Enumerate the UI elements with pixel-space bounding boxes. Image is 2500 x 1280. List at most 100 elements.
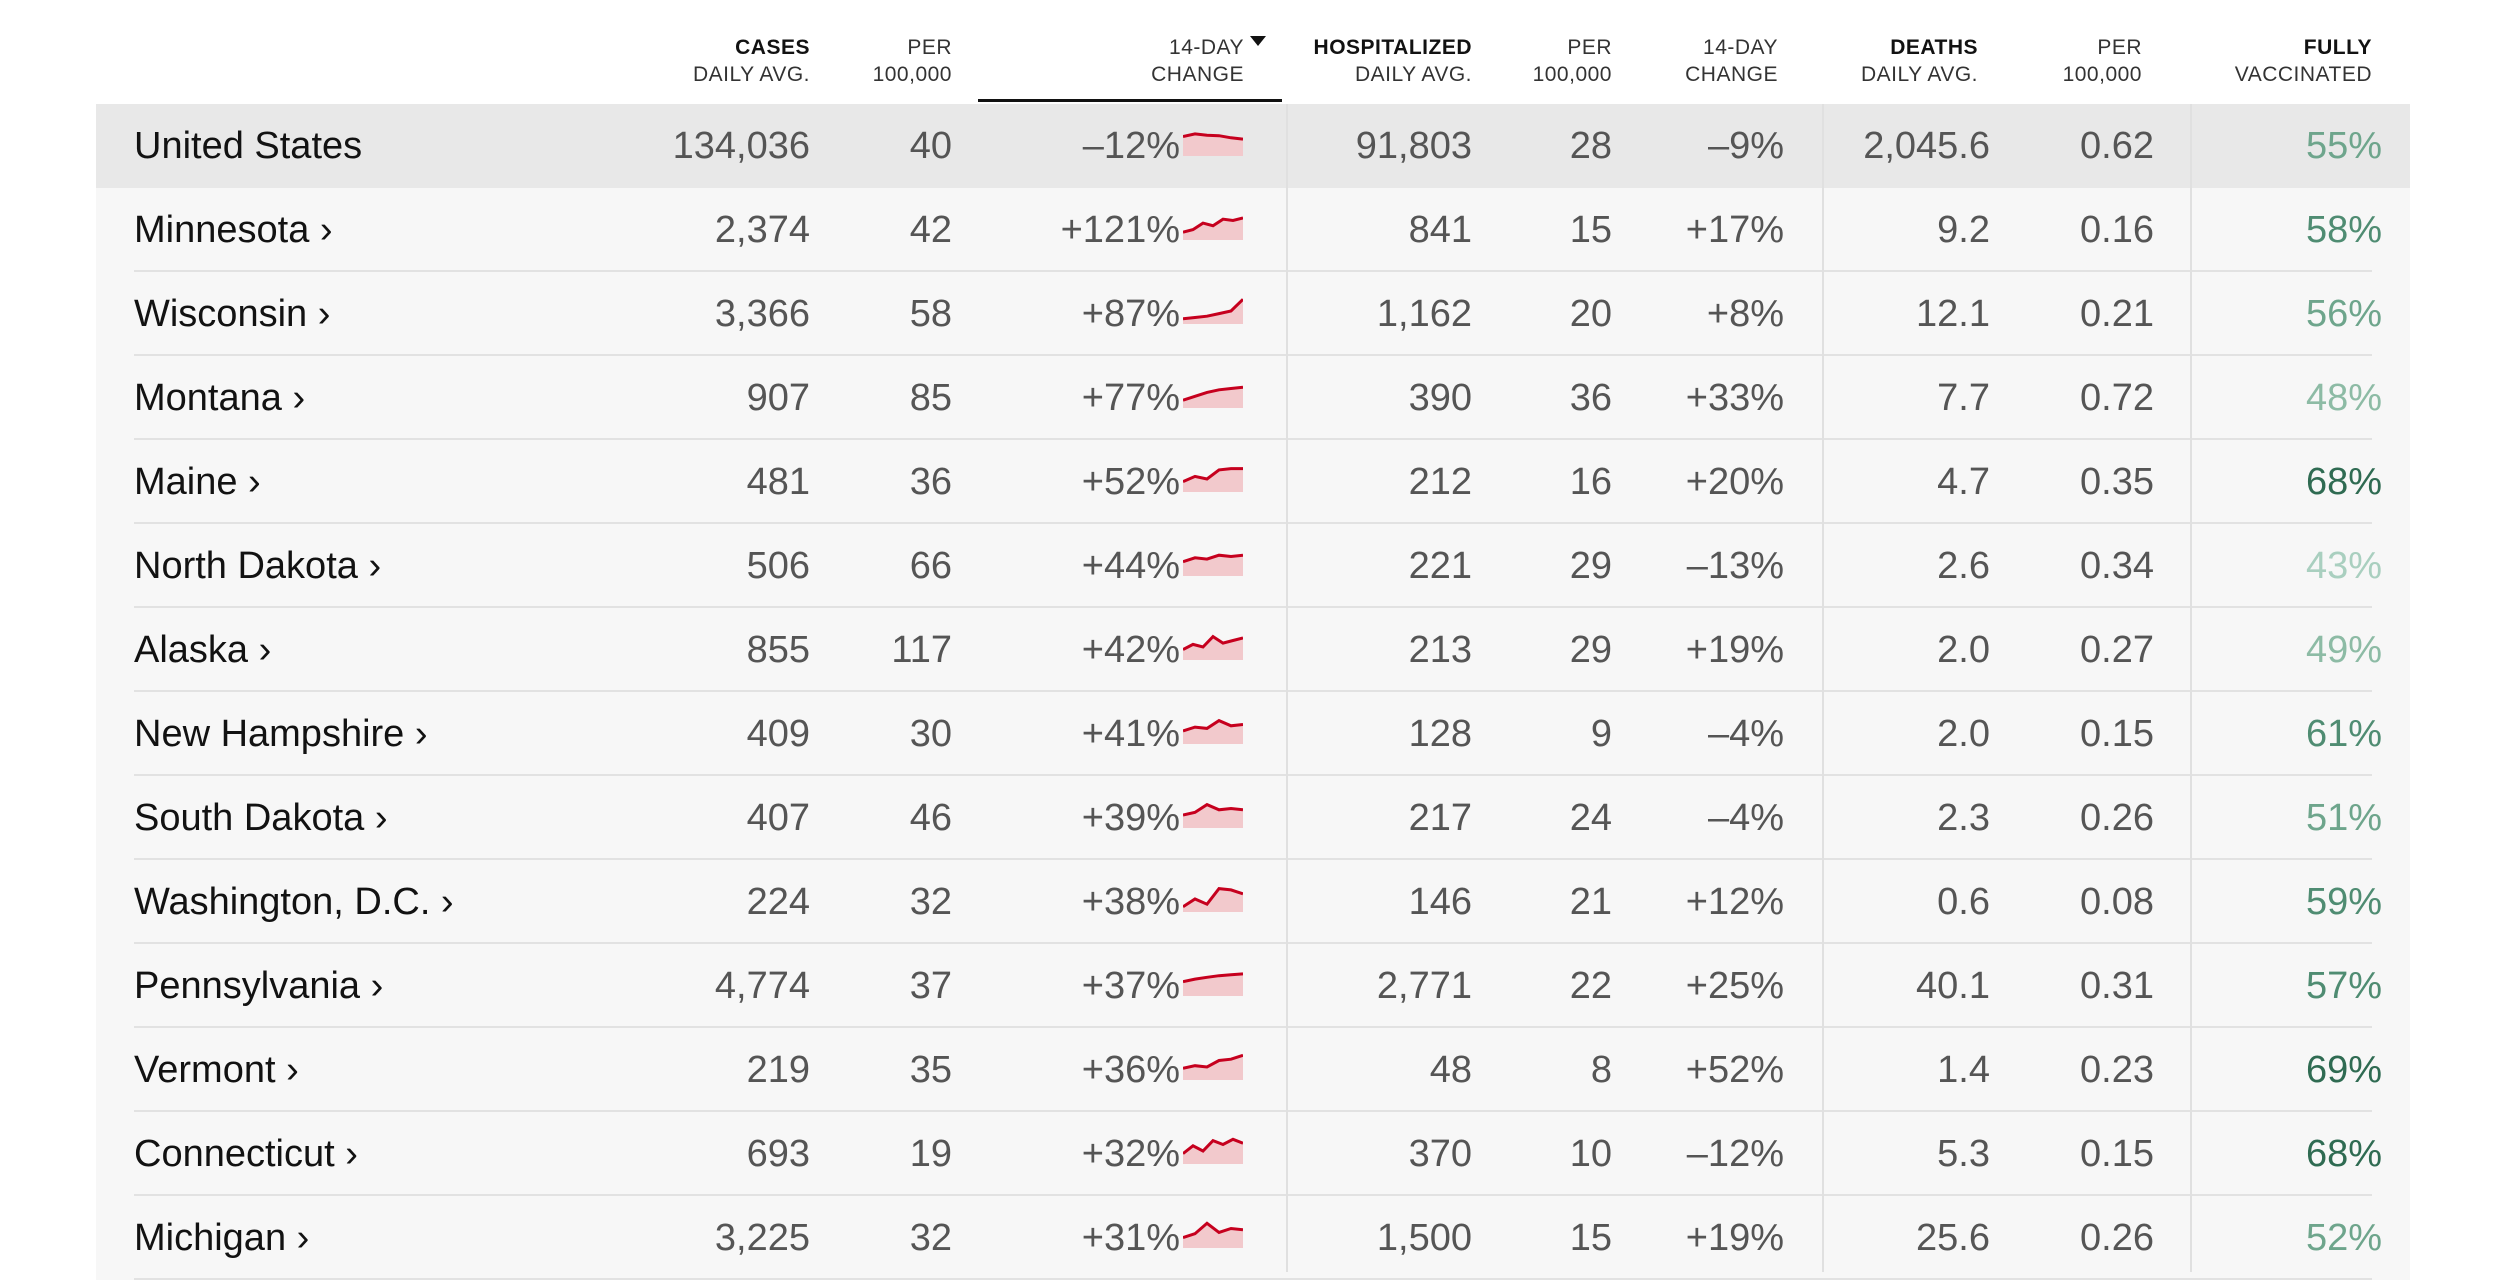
header-hospitalized[interactable]: HOSPITALIZED DAILY AVG. bbox=[1313, 36, 1472, 86]
state-link[interactable]: Wisconsin › bbox=[134, 293, 331, 335]
cell-cases-change: +77% bbox=[1081, 377, 1180, 419]
table-row[interactable]: South Dakota › 407 46 +39% 217 24 –4% 2.3 0.26 51… bbox=[0, 776, 2500, 860]
sparkline-line bbox=[1183, 718, 1243, 733]
table-row[interactable]: Pennsylvania › 4,774 37 +37% 2,771 22 +25% 40.1… bbox=[0, 944, 2500, 1028]
cell-hosp-per: 28 bbox=[1569, 125, 1612, 167]
header-hosp-change[interactable]: 14-DAY CHANGE bbox=[1685, 36, 1778, 86]
state-link[interactable]: Washington, D.C. › bbox=[134, 881, 454, 923]
header-cases-per[interactable]: PER 100,000 bbox=[872, 36, 952, 86]
cell-hospitalized: 221 bbox=[1408, 545, 1472, 587]
row-background bbox=[96, 608, 2410, 692]
cell-hospitalized: 841 bbox=[1408, 209, 1472, 251]
state-link[interactable]: Alaska › bbox=[134, 629, 272, 671]
cell-cases-change: +39% bbox=[1081, 797, 1180, 839]
sparkline-chart bbox=[1183, 1221, 1243, 1248]
cell-hosp-change: –4% bbox=[1707, 713, 1784, 755]
table-row[interactable]: Alaska › 855 117 +42% 213 29 +19% 2.0 0.27 49% bbox=[0, 608, 2500, 692]
sparkline-area bbox=[1183, 804, 1243, 828]
state-link[interactable]: South Dakota › bbox=[134, 797, 388, 839]
cell-fully-vaccinated: 55% bbox=[2305, 125, 2382, 167]
cell-hosp-per: 22 bbox=[1569, 965, 1612, 1007]
cell-cases: 407 bbox=[746, 797, 810, 839]
state-link[interactable]: Michigan › bbox=[134, 1217, 310, 1259]
cell-deaths-per: 0.31 bbox=[2080, 965, 2154, 1007]
state-link[interactable]: Pennsylvania › bbox=[134, 965, 384, 1007]
cell-fully-vaccinated: 68% bbox=[2305, 461, 2382, 503]
sort-desc-icon bbox=[1250, 36, 1266, 46]
sparkline-chart bbox=[1183, 718, 1243, 744]
header-cases-change[interactable]: 14-DAY CHANGE bbox=[1151, 34, 1266, 88]
table-row[interactable]: New Hampshire › 409 30 +41% 128 9 –4% 2.0 0.15 61… bbox=[0, 692, 2500, 776]
sparkline-line bbox=[1183, 385, 1243, 402]
table-row[interactable]: Maine › 481 36 +52% 212 16 +20% 4.7 0.35 68% bbox=[0, 440, 2500, 524]
cell-fully-vaccinated: 48% bbox=[2305, 377, 2382, 419]
header-hosp-per[interactable]: PER 100,000 bbox=[1532, 36, 1612, 86]
table-row[interactable]: Montana › 907 85 +77% 390 36 +33% 7.7 0.72 48% bbox=[0, 356, 2500, 440]
state-link[interactable]: Connecticut › bbox=[134, 1133, 358, 1175]
state-link[interactable]: Maine › bbox=[134, 461, 261, 503]
cell-cases-change: +38% bbox=[1081, 881, 1180, 923]
cell-hosp-per: 8 bbox=[1590, 1049, 1612, 1091]
cell-cases-per: 42 bbox=[909, 209, 952, 251]
cell-fully-vaccinated: 56% bbox=[2305, 293, 2382, 335]
cell-cases-change: +42% bbox=[1081, 629, 1180, 671]
sparkline-chart bbox=[1183, 802, 1243, 828]
state-link[interactable]: North Dakota › bbox=[134, 545, 382, 587]
cell-deaths-per: 0.16 bbox=[2080, 209, 2154, 251]
header-cases[interactable]: CASES DAILY AVG. bbox=[692, 36, 810, 86]
sparkline-chart bbox=[1183, 298, 1243, 324]
cell-hospitalized: 2,771 bbox=[1376, 965, 1472, 1007]
column-divider bbox=[1822, 104, 1824, 1272]
row-divider bbox=[134, 690, 2372, 692]
cell-hosp-change: +12% bbox=[1685, 881, 1784, 923]
cell-deaths: 7.7 bbox=[1937, 377, 1990, 419]
cell-cases: 3,366 bbox=[714, 293, 810, 335]
state-link[interactable]: Vermont › bbox=[134, 1049, 299, 1091]
cell-deaths: 0.6 bbox=[1937, 881, 1990, 923]
row-background bbox=[96, 440, 2410, 524]
state-link[interactable]: Minnesota › bbox=[134, 209, 333, 251]
table-row[interactable]: Vermont › 219 35 +36% 48 8 +52% 1.4 0.23 69% bbox=[0, 1028, 2500, 1112]
header-deaths[interactable]: DEATHS DAILY AVG. bbox=[1860, 36, 1978, 86]
sparkline-area bbox=[1183, 555, 1243, 576]
header-deaths-per[interactable]: PER 100,000 bbox=[2062, 36, 2142, 86]
sparkline-chart bbox=[1183, 972, 1243, 996]
cell-fully-vaccinated: 68% bbox=[2305, 1133, 2382, 1175]
cell-hospitalized: 146 bbox=[1408, 881, 1472, 923]
cell-hospitalized: 370 bbox=[1408, 1133, 1472, 1175]
sparkline-line bbox=[1183, 1053, 1243, 1070]
sparkline-line bbox=[1183, 216, 1243, 234]
table-row[interactable]: Michigan › 3,225 32 +31% 1,500 15 +19% 25.6 0.26… bbox=[0, 1196, 2500, 1280]
sparkline-chart bbox=[1183, 887, 1243, 912]
cell-cases-per: 32 bbox=[909, 881, 952, 923]
header-fully-vaccinated[interactable]: FULLY VACCINATED bbox=[2234, 36, 2372, 86]
sparkline-chart bbox=[1183, 385, 1243, 408]
cell-cases: 693 bbox=[746, 1133, 810, 1175]
cell-deaths: 2,045.6 bbox=[1863, 125, 1990, 167]
sparkline-chart bbox=[1183, 467, 1243, 492]
sparkline-line bbox=[1183, 634, 1243, 651]
cell-hosp-per: 15 bbox=[1569, 1217, 1612, 1259]
cell-cases-change: +44% bbox=[1081, 545, 1180, 587]
sparkline-chart bbox=[1183, 216, 1243, 240]
cell-fully-vaccinated: 58% bbox=[2305, 209, 2382, 251]
table-row[interactable]: Connecticut › 693 19 +32% 370 10 –12% 5.3 0.15 68… bbox=[0, 1112, 2500, 1196]
table-row[interactable]: Wisconsin › 3,366 58 +87% 1,162 20 +8% 12.1 0.21… bbox=[0, 272, 2500, 356]
row-background bbox=[96, 860, 2410, 944]
sparkline-chart bbox=[1183, 553, 1243, 576]
cell-deaths: 2.0 bbox=[1937, 629, 1990, 671]
cell-deaths: 2.0 bbox=[1937, 713, 1990, 755]
cell-hosp-change: +8% bbox=[1706, 293, 1784, 335]
cell-cases-per: 37 bbox=[909, 965, 952, 1007]
table-row[interactable]: North Dakota › 506 66 +44% 221 29 –13% 2.6 0.34 4… bbox=[0, 524, 2500, 608]
cell-cases-change: +37% bbox=[1081, 965, 1180, 1007]
state-link[interactable]: Montana › bbox=[134, 377, 306, 419]
row-divider bbox=[134, 522, 2372, 524]
cell-hosp-per: 36 bbox=[1569, 377, 1612, 419]
cell-hosp-per: 29 bbox=[1569, 629, 1612, 671]
row-divider bbox=[134, 354, 2372, 356]
table-row[interactable]: Minnesota › 2,374 42 +121% 841 15 +17% 9.2 0.16 5… bbox=[0, 188, 2500, 272]
state-link[interactable]: New Hampshire › bbox=[134, 713, 428, 755]
table-row[interactable]: Washington, D.C. › 224 32 +38% 146 21 +12% 0.6 0… bbox=[0, 860, 2500, 944]
cell-deaths-per: 0.08 bbox=[2080, 881, 2154, 923]
